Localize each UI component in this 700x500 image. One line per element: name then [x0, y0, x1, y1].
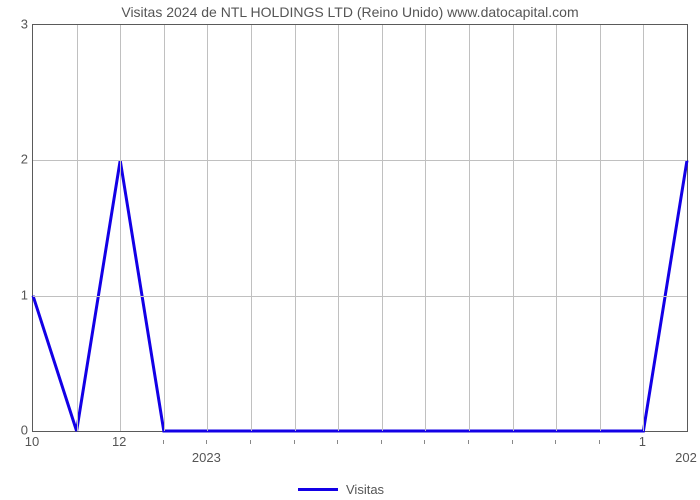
grid-vertical	[469, 25, 470, 431]
grid-horizontal	[33, 296, 687, 297]
grid-vertical	[338, 25, 339, 431]
x-tick-label: 1	[639, 434, 646, 449]
x-tick-minor	[294, 440, 295, 444]
y-tick-label: 1	[4, 287, 28, 302]
x-tick-minor	[381, 440, 382, 444]
legend-swatch	[298, 488, 338, 491]
x-tick-label: 12	[112, 434, 126, 449]
grid-vertical	[77, 25, 78, 431]
grid-vertical	[643, 25, 644, 431]
x-secondary-label: 2023	[192, 450, 221, 465]
grid-vertical	[120, 25, 121, 431]
grid-vertical	[600, 25, 601, 431]
grid-vertical	[164, 25, 165, 431]
x-tick-minor	[555, 440, 556, 444]
x-tick-minor	[599, 440, 600, 444]
grid-horizontal	[33, 160, 687, 161]
grid-vertical	[425, 25, 426, 431]
x-tick-minor	[250, 440, 251, 444]
x-tick-minor	[468, 440, 469, 444]
x-tick-minor	[163, 440, 164, 444]
grid-vertical	[382, 25, 383, 431]
y-tick-label: 3	[4, 17, 28, 32]
x-tick-label: 10	[25, 434, 39, 449]
grid-vertical	[251, 25, 252, 431]
x-tick-minor	[424, 440, 425, 444]
grid-vertical	[556, 25, 557, 431]
x-secondary-label: 202	[675, 450, 697, 465]
x-tick-minor	[337, 440, 338, 444]
legend: Visitas	[298, 482, 384, 497]
chart-title: Visitas 2024 de NTL HOLDINGS LTD (Reino …	[0, 4, 700, 20]
plot-area	[32, 24, 688, 432]
legend-label: Visitas	[346, 482, 384, 497]
x-tick-minor	[512, 440, 513, 444]
grid-vertical	[513, 25, 514, 431]
grid-vertical	[295, 25, 296, 431]
line-series-layer	[33, 25, 687, 431]
y-tick-label: 2	[4, 152, 28, 167]
chart-container: { "chart": { "type": "line", "title": "V…	[0, 0, 700, 500]
x-tick-minor	[206, 440, 207, 444]
grid-vertical	[207, 25, 208, 431]
